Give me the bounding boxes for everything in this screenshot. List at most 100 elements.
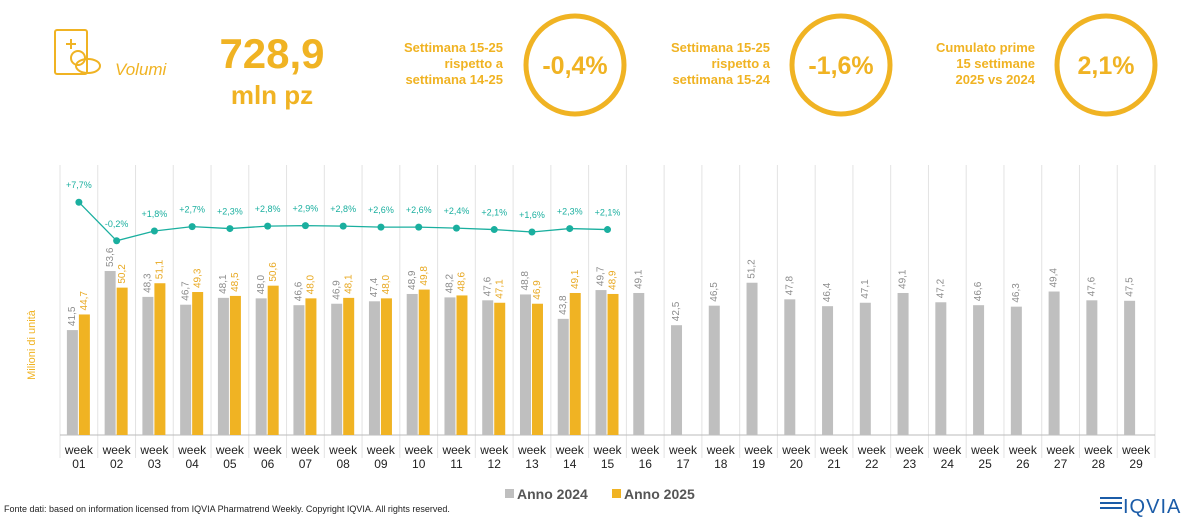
growth-label: +2,4% bbox=[444, 206, 470, 216]
bar bbox=[607, 293, 619, 435]
data-label: 51,1 bbox=[155, 259, 166, 279]
kpi-label: Settimana 15-25 rispetto a settimana 15-24 bbox=[671, 40, 770, 88]
bar bbox=[380, 298, 392, 435]
data-label: 48,1 bbox=[343, 274, 354, 294]
x-tick-label: week 05 bbox=[215, 443, 244, 471]
data-label: 48,9 bbox=[608, 270, 619, 290]
legend-swatch bbox=[505, 489, 514, 498]
growth-label: +2,1% bbox=[595, 208, 621, 218]
kpi-label-line: Settimana 15-25 bbox=[404, 40, 503, 55]
growth-label: +2,7% bbox=[179, 205, 205, 215]
bar bbox=[708, 305, 720, 435]
x-tick-label: week 16 bbox=[631, 443, 660, 471]
bar bbox=[494, 302, 506, 435]
x-tick-label: week 23 bbox=[895, 443, 924, 471]
data-label: 48,3 bbox=[143, 273, 154, 293]
bar bbox=[456, 295, 468, 435]
data-label: 50,6 bbox=[268, 262, 279, 282]
kpi-circle bbox=[523, 13, 627, 117]
bar bbox=[444, 297, 456, 435]
icon-label: Volumi bbox=[115, 60, 168, 79]
x-tick-label: week 26 bbox=[1008, 443, 1037, 471]
kpi-circle bbox=[789, 13, 893, 117]
bar bbox=[557, 318, 569, 435]
x-tick-label: week 09 bbox=[366, 443, 395, 471]
kpi-circle-value: -1,6% bbox=[808, 52, 873, 80]
logo-stripes bbox=[1100, 497, 1122, 509]
kpi-value: 728,9 bbox=[219, 30, 324, 77]
x-tick-label: week 04 bbox=[178, 443, 207, 471]
kpi-label-line: Cumulato prime bbox=[936, 40, 1035, 55]
data-label: 47,4 bbox=[369, 277, 380, 297]
growth-point bbox=[604, 226, 611, 234]
data-label: 48,9 bbox=[407, 270, 418, 290]
bar bbox=[595, 290, 607, 435]
growth-point bbox=[339, 222, 347, 230]
growth-point bbox=[566, 225, 574, 233]
bar bbox=[822, 306, 834, 435]
kpi-label-line: 15 settimane bbox=[956, 56, 1035, 71]
bar bbox=[343, 297, 355, 435]
x-tick-label: week 20 bbox=[782, 443, 811, 471]
bar bbox=[784, 299, 796, 435]
data-label: 47,8 bbox=[784, 275, 795, 295]
data-label: 49,4 bbox=[1049, 268, 1060, 288]
data-label: 49,3 bbox=[192, 268, 203, 288]
bar bbox=[973, 305, 985, 435]
kpi-circle-value: 2,1% bbox=[1078, 52, 1135, 80]
growth-point bbox=[264, 222, 272, 230]
growth-label: +1,6% bbox=[519, 210, 545, 220]
data-label: 46,3 bbox=[1011, 283, 1022, 303]
x-tick-label: week 03 bbox=[140, 443, 169, 471]
bar bbox=[746, 282, 758, 435]
growth-label: -0,2% bbox=[105, 219, 129, 229]
x-tick-label: week 06 bbox=[253, 443, 282, 471]
kpi-label-line: settimana 14-25 bbox=[405, 72, 503, 87]
bar bbox=[104, 271, 116, 435]
bar bbox=[305, 298, 317, 435]
x-tick-label: week 17 bbox=[669, 443, 698, 471]
bar bbox=[267, 285, 279, 435]
kpi-unit: mln pz bbox=[231, 80, 313, 110]
legend-label: Anno 2024 bbox=[517, 486, 588, 502]
data-label: 46,7 bbox=[180, 281, 191, 301]
data-label: 43,8 bbox=[558, 295, 569, 315]
data-label: 47,6 bbox=[1087, 276, 1098, 296]
bar bbox=[671, 325, 683, 435]
bar bbox=[418, 289, 430, 435]
bar bbox=[859, 302, 871, 435]
bar bbox=[897, 292, 909, 435]
x-tick-label: week 08 bbox=[329, 443, 358, 471]
data-label: 46,5 bbox=[709, 282, 720, 302]
data-label: 44,7 bbox=[79, 291, 90, 311]
data-label: 47,1 bbox=[860, 279, 871, 299]
bar bbox=[229, 295, 241, 435]
bar bbox=[154, 283, 166, 435]
data-label: 46,9 bbox=[532, 280, 543, 300]
data-label: 46,6 bbox=[294, 281, 305, 301]
x-tick-label: week 10 bbox=[404, 443, 433, 471]
x-tick-label: week 14 bbox=[555, 443, 584, 471]
growth-point bbox=[415, 223, 423, 231]
x-tick-label: week 29 bbox=[1122, 443, 1151, 471]
growth-label: +1,8% bbox=[142, 209, 168, 219]
bar bbox=[1086, 300, 1098, 435]
growth-point bbox=[528, 228, 536, 236]
growth-point bbox=[188, 223, 196, 231]
data-label: 48,1 bbox=[218, 274, 229, 294]
growth-label: +2,9% bbox=[293, 204, 319, 214]
growth-point bbox=[150, 227, 158, 235]
growth-label: +7,7% bbox=[66, 180, 92, 190]
kpi-circle bbox=[1054, 13, 1158, 117]
x-tick-label: week 22 bbox=[857, 443, 886, 471]
bar bbox=[116, 287, 128, 435]
growth-label: +2,3% bbox=[217, 207, 243, 217]
bar bbox=[519, 294, 531, 435]
data-label: 48,0 bbox=[381, 274, 392, 294]
data-label: 46,9 bbox=[331, 280, 342, 300]
x-tick-label: week 13 bbox=[517, 443, 546, 471]
growth-point bbox=[490, 226, 498, 234]
bar bbox=[217, 297, 229, 435]
x-tick-label: week 02 bbox=[102, 443, 131, 471]
